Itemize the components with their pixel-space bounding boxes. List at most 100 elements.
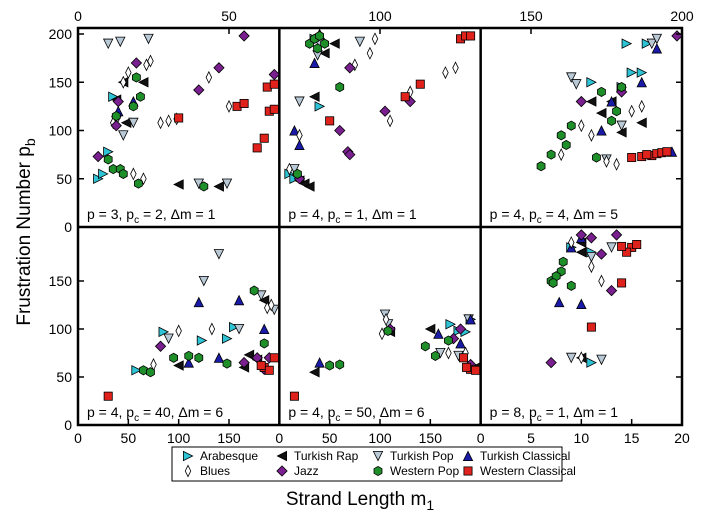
data-point-tclass — [596, 125, 607, 136]
data-point-blues — [598, 274, 605, 288]
data-point-arabesque — [221, 333, 233, 344]
data-point-tclass — [183, 357, 194, 368]
data-point-tpop — [596, 354, 607, 366]
data-point-jazz — [112, 95, 124, 108]
data-point-wclass — [269, 79, 279, 89]
data-point-wpop — [335, 82, 345, 93]
data-point-tpop — [221, 178, 233, 190]
data-point-tclass — [553, 296, 565, 308]
data-point-wpop — [561, 139, 571, 151]
x-tick-label: 50 — [121, 430, 137, 446]
data-point-wpop — [128, 101, 138, 112]
data-point-jazz — [605, 284, 618, 297]
data-point-wclass — [252, 143, 262, 153]
data-point-wpop — [607, 115, 616, 126]
data-point-wpop — [536, 161, 546, 172]
legend-label-jazz: Jazz — [294, 464, 319, 478]
data-point-tpop — [143, 33, 154, 45]
data-point-tclass — [465, 313, 476, 325]
legend-marker-wpop — [373, 465, 383, 477]
data-point-rap — [319, 48, 330, 59]
legend-marker-blues — [184, 464, 192, 478]
data-point-jazz — [130, 57, 143, 69]
data-point-wpop — [199, 181, 209, 192]
data-point-blues — [386, 114, 394, 128]
data-point-wpop — [383, 325, 393, 336]
x-tick-label: 15 — [624, 430, 640, 446]
data-point-tclass — [289, 125, 300, 136]
data-point-tpop — [571, 79, 582, 90]
x-tick-label: 150 — [419, 430, 443, 446]
data-point-jazz — [92, 150, 104, 163]
data-point-arabesque — [98, 168, 109, 180]
legend-label-wclass: Western Classical — [480, 464, 576, 478]
legend-label-rap: Turkish Rap — [294, 449, 359, 463]
data-point-jazz — [545, 356, 557, 369]
data-point-jazz — [595, 248, 608, 260]
data-point-rap — [575, 246, 587, 258]
data-point-tclass — [433, 328, 444, 339]
data-point-jazz — [213, 62, 225, 74]
x-axis-title: Strand Length m1 — [286, 489, 434, 513]
data-point-arabesque — [586, 77, 597, 88]
data-point-wclass — [239, 98, 249, 108]
data-point-blues — [296, 128, 303, 142]
x-top-tick-label: 150 — [519, 8, 543, 24]
data-point-blues — [268, 298, 275, 312]
legend-label-tclass: Turkish Classical — [480, 449, 570, 463]
data-point-jazz — [268, 68, 280, 81]
panel-label: p = 4, pc = 50, Δm = 6 — [288, 404, 424, 424]
data-point-wclass — [586, 322, 596, 332]
data-point-rap — [424, 323, 436, 335]
x-top-tick-label: 50 — [221, 8, 237, 24]
data-point-wpop — [335, 359, 345, 370]
data-point-arabesque — [131, 365, 142, 376]
data-point-blues — [628, 104, 635, 118]
data-point-wclass — [264, 365, 274, 375]
data-point-blues — [205, 70, 213, 84]
data-point-rap — [173, 179, 184, 190]
data-point-rap — [585, 96, 597, 107]
data-point-arabesque — [314, 101, 326, 112]
legend-label-wpop: Western Pop — [390, 464, 459, 478]
data-point-wpop — [556, 130, 566, 141]
data-point-jazz — [110, 120, 122, 132]
data-point-wclass — [632, 240, 642, 250]
data-point-wclass — [642, 150, 652, 160]
data-point-wpop — [118, 168, 128, 179]
data-point-jazz — [154, 340, 167, 352]
data-point-arabesque — [445, 318, 456, 330]
data-point-wclass — [256, 360, 266, 370]
data-point-tpop — [379, 309, 391, 321]
data-point-wpop — [259, 338, 269, 349]
data-point-wpop — [566, 280, 576, 291]
data-point-wpop — [184, 350, 194, 361]
data-point-blues — [578, 351, 585, 365]
x-tick-label: 100 — [368, 430, 392, 446]
data-point-blues — [147, 54, 154, 68]
panel-labels: p = 4, pc = 40, Δm = 6 p = 4, pc = 50, Δm… — [87, 206, 618, 424]
data-point-wclass — [622, 247, 632, 257]
data-point-blues — [638, 99, 645, 113]
legend-marker-tpop — [372, 450, 384, 462]
data-point-tpop — [128, 117, 139, 129]
data-point-blues — [588, 260, 595, 274]
y-tick-label: 100 — [49, 321, 73, 337]
x-tick-label: 50 — [322, 430, 338, 446]
data-point-jazz — [344, 62, 356, 74]
data-point-wpop — [325, 360, 335, 371]
data-point-blues — [130, 167, 137, 181]
data-point-tpop — [213, 249, 225, 260]
y-tick-label: 150 — [49, 74, 73, 90]
data-point-wpop — [315, 30, 324, 41]
x-top-tick-label: 100 — [368, 8, 392, 24]
data-point-tclass — [193, 296, 205, 308]
panel-label: p = 8, pc = 1, Δm = 1 — [490, 404, 619, 424]
data-point-wclass — [617, 278, 627, 288]
data-point-wpop — [592, 152, 601, 163]
data-point-jazz — [610, 229, 623, 241]
data-point-tclass — [233, 294, 245, 306]
data-point-blues — [557, 148, 565, 162]
panel-frames — [76, 26, 684, 427]
